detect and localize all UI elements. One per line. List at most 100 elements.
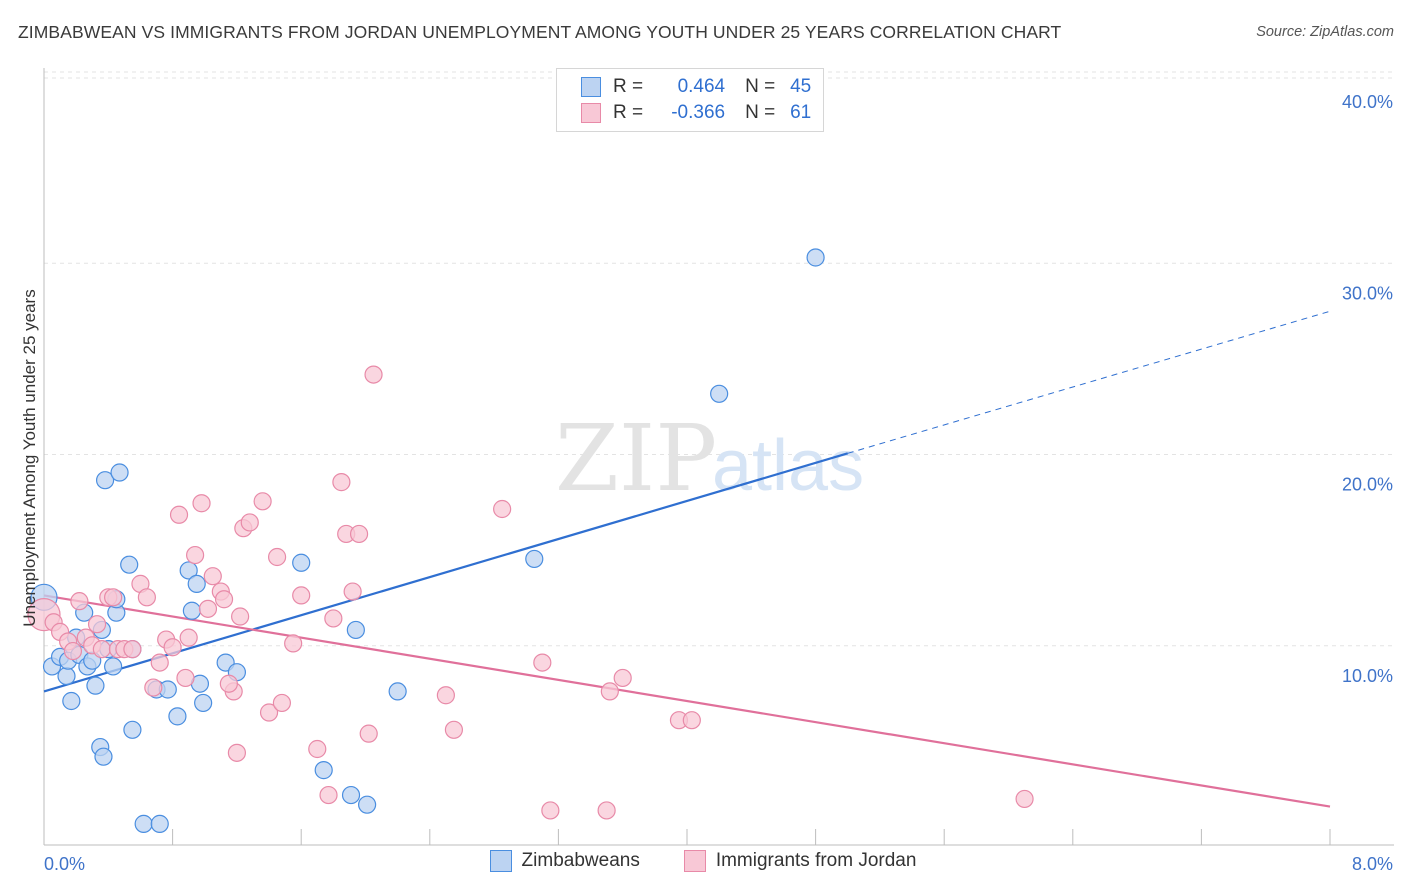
legend-swatch-pink	[683, 850, 706, 872]
series-legend-zimbabweans: Zimbabweans	[489, 850, 640, 872]
point-zimbabweans	[110, 463, 129, 482]
y-tick-label: 20.0%	[1342, 475, 1393, 495]
point-jordan	[186, 545, 205, 565]
point-zimbabweans	[150, 814, 169, 833]
point-jordan	[324, 609, 343, 628]
point-jordan	[144, 678, 163, 697]
source-label: Source: ZipAtlas.com	[1256, 24, 1394, 40]
legend-r-value: -0.366	[671, 102, 726, 123]
series-legend-label: Immigrants from Jordan	[715, 850, 917, 871]
point-jordan	[359, 724, 378, 743]
point-zimbabweans	[358, 795, 377, 814]
point-zimbabweans	[120, 555, 139, 574]
correlation-legend: R = 0.464 N = 45 R = -0.366 N = 61	[556, 68, 824, 132]
series-legend-label: Zimbabweans	[521, 850, 640, 871]
point-jordan	[87, 615, 107, 634]
legend-swatch-pink	[581, 103, 601, 123]
point-jordan	[176, 668, 195, 688]
point-jordan	[613, 668, 632, 688]
point-zimbabweans	[182, 601, 201, 620]
point-zimbabweans	[134, 814, 153, 833]
series-legend: Zimbabweans Immigrants from Jordan	[0, 850, 1406, 872]
point-zimbabweans	[57, 666, 76, 686]
x-tick-label: 0.0%	[44, 854, 85, 874]
x-tick-label: 8.0%	[1352, 854, 1393, 874]
point-zimbabweans	[94, 747, 113, 766]
point-zimbabweans	[95, 471, 115, 490]
point-jordan	[600, 682, 619, 701]
point-jordan	[259, 703, 279, 722]
point-jordan	[597, 801, 616, 820]
point-jordan	[308, 739, 327, 759]
point-jordan	[541, 801, 560, 820]
point-zimbabweans	[179, 561, 198, 580]
legend-swatch-blue	[581, 77, 601, 97]
trendline-zimbabweans-extension	[847, 310, 1331, 454]
point-jordan	[123, 640, 142, 659]
point-zimbabweans	[86, 676, 105, 695]
legend-n-value: 45	[790, 76, 812, 97]
point-jordan	[169, 505, 189, 524]
point-jordan	[682, 711, 701, 730]
point-jordan	[343, 582, 362, 601]
legend-n-value: 61	[790, 102, 812, 123]
point-jordan	[292, 586, 311, 605]
point-jordan	[104, 588, 123, 607]
point-zimbabweans	[314, 761, 333, 780]
legend-row-jordan: R = -0.366 N = 61	[581, 101, 811, 125]
point-zimbabweans	[346, 620, 365, 640]
trendlines	[43, 310, 1331, 808]
point-jordan	[70, 592, 89, 611]
trendline-jordan	[43, 594, 1331, 808]
point-jordan	[198, 599, 218, 618]
axes	[43, 68, 1394, 846]
y-tick-label: 30.0%	[1342, 283, 1393, 303]
point-jordan	[214, 590, 234, 609]
point-zimbabweans	[168, 707, 187, 726]
point-jordan	[227, 743, 246, 762]
legend-row-zimbabweans: R = 0.464 N = 45	[581, 75, 811, 99]
point-zimbabweans	[292, 553, 311, 572]
point-jordan	[240, 513, 259, 532]
legend-r-value: 0.464	[677, 76, 726, 97]
point-jordan	[163, 638, 182, 657]
point-jordan	[150, 653, 169, 672]
point-jordan	[1015, 789, 1034, 809]
point-jordan	[92, 640, 111, 659]
point-jordan	[137, 588, 156, 607]
legend-r-label: R =	[613, 76, 644, 97]
point-jordan	[272, 693, 292, 713]
point-jordan	[253, 492, 272, 511]
point-jordan	[436, 686, 455, 705]
legend-r-label: R =	[613, 102, 644, 123]
point-jordan	[533, 653, 552, 672]
point-zimbabweans	[62, 691, 81, 711]
point-zimbabweans	[194, 693, 213, 713]
point-zimbabweans	[187, 574, 206, 593]
point-jordan	[179, 628, 198, 647]
point-zimbabweans	[123, 720, 142, 739]
point-zimbabweans	[710, 384, 729, 403]
point-jordan	[444, 720, 464, 739]
point-zimbabweans	[525, 549, 544, 569]
point-zimbabweans	[104, 657, 123, 676]
y-tick-label: 40.0%	[1342, 92, 1393, 112]
chart-title: ZIMBABWEAN VS IMMIGRANTS FROM JORDAN UNE…	[18, 22, 1062, 42]
point-jordan	[192, 494, 211, 513]
point-jordan	[63, 641, 83, 661]
data-points	[27, 248, 1034, 833]
y-tick-label: 10.0%	[1342, 666, 1393, 686]
point-jordan	[332, 473, 351, 492]
legend-swatch-blue	[489, 850, 512, 872]
watermark-zip: ZIP	[555, 405, 717, 512]
point-jordan	[203, 567, 222, 586]
point-jordan	[364, 365, 383, 384]
series-legend-jordan: Immigrants from Jordan	[683, 850, 917, 872]
watermark-atlas: atlas	[712, 426, 864, 506]
tick-labels: 10.0% 20.0% 30.0% 40.0% 0.0% 8.0%	[44, 92, 1393, 874]
point-zimbabweans	[341, 785, 361, 805]
point-jordan	[493, 499, 512, 519]
watermark: ZIP atlas	[555, 405, 864, 512]
point-jordan	[284, 634, 303, 653]
